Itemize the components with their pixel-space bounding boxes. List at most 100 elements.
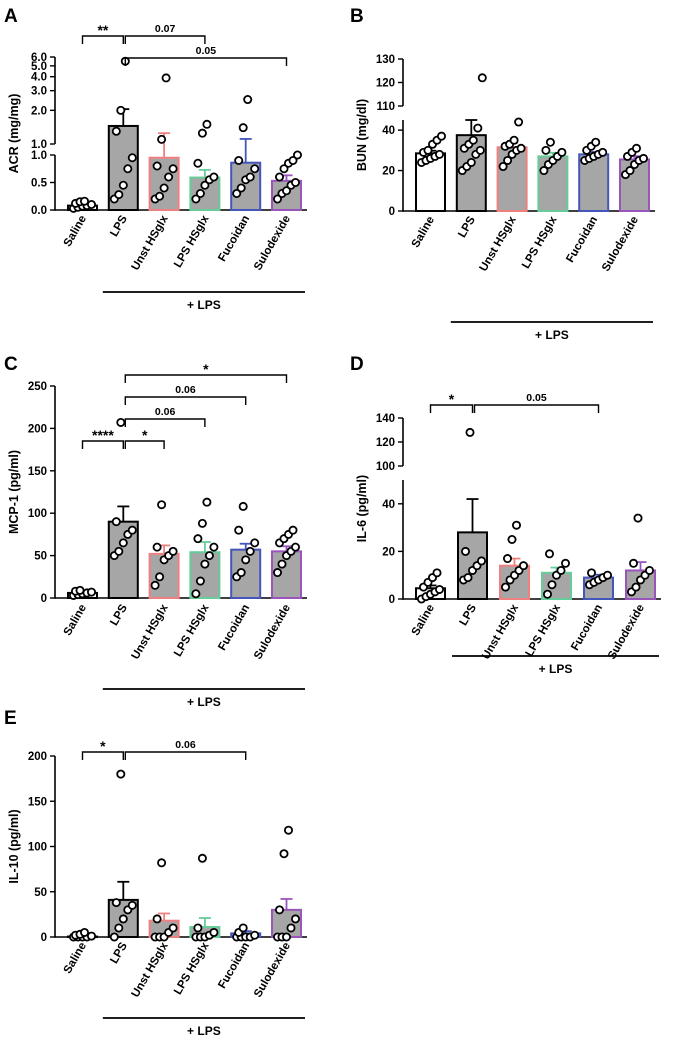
significance-bracket: ** — [81, 22, 124, 44]
category-label: Unst HSglx — [130, 602, 171, 662]
y-tick-label: 200 — [28, 751, 47, 763]
y-tick-label: 20 — [382, 546, 395, 558]
bracket-line — [429, 404, 474, 413]
data-point — [468, 135, 478, 145]
data-point — [460, 546, 470, 556]
category-label: Fucoidan — [564, 215, 600, 265]
category-label: Fucoidan — [216, 603, 252, 653]
data-point — [116, 417, 126, 427]
y-tick-label: 0 — [389, 206, 395, 218]
data-point — [241, 555, 251, 565]
category-label: Saline — [410, 215, 437, 250]
data-point — [87, 587, 97, 597]
data-point — [197, 518, 207, 528]
data-point — [152, 161, 162, 171]
y-tick-label: 110 — [376, 101, 395, 113]
group-label: + LPS — [539, 662, 573, 676]
data-point — [274, 905, 284, 915]
data-point — [281, 186, 291, 196]
data-point — [463, 573, 473, 583]
bar-2 — [457, 531, 488, 600]
bracket-label: 0.05 — [526, 392, 547, 404]
data-point — [633, 513, 643, 523]
data-point — [80, 196, 90, 206]
panel-letter: C — [4, 354, 18, 375]
data-point — [80, 927, 90, 937]
bracket-label: * — [142, 427, 148, 443]
y-axis-label: BUN (mg/dl) — [355, 99, 369, 171]
data-point — [191, 194, 201, 204]
category-label: Fucoidan — [216, 214, 252, 264]
data-point — [155, 572, 165, 582]
category-label: Unst HSglx — [130, 213, 171, 273]
category-label: LPS — [458, 602, 480, 628]
bracket-line — [124, 374, 288, 383]
bracket-line — [81, 35, 124, 44]
y-tick-label: 40 — [382, 499, 395, 511]
category-label: Fucoidan — [216, 941, 252, 991]
data-point — [288, 155, 298, 165]
y-tick-label: 0.5 — [31, 178, 48, 190]
y-tick-label: 0 — [389, 594, 395, 606]
data-point — [111, 517, 121, 527]
data-point — [639, 153, 649, 163]
data-point — [238, 923, 248, 933]
data-point — [512, 520, 522, 530]
data-point — [243, 95, 253, 105]
data-point — [476, 556, 486, 566]
data-point — [519, 561, 529, 571]
data-point — [281, 932, 291, 942]
y-tick-label: 5.0 — [31, 61, 47, 73]
y-tick-label: 40 — [382, 125, 395, 137]
data-point — [598, 147, 608, 157]
data-point — [193, 923, 203, 933]
y-tick-label: 100 — [28, 842, 47, 854]
bracket-label: 0.07 — [155, 23, 176, 35]
panel-D: D 0 20 40 100 120 140 IL-6 (pg/ml) Saline LPS Unst… — [350, 354, 661, 676]
data-point — [114, 923, 124, 933]
significance-bracket: * — [429, 391, 474, 413]
panel-letter: A — [4, 6, 18, 27]
y-tick-label: 6.0 — [31, 52, 47, 64]
data-point — [502, 554, 512, 564]
data-point — [118, 538, 128, 548]
bracket-line — [124, 396, 247, 405]
bracket-label: 0.05 — [196, 45, 217, 57]
data-point — [236, 183, 246, 193]
significance-bracket: * — [81, 738, 124, 760]
y-tick-label: 100 — [28, 508, 47, 520]
data-point — [75, 585, 85, 595]
bar-3 — [499, 564, 530, 600]
data-point — [168, 923, 178, 933]
data-point — [434, 584, 444, 594]
data-point — [477, 73, 487, 83]
y-tick-label: 0.0 — [31, 205, 47, 217]
category-label: Sulodexide — [252, 603, 293, 662]
category-label: LPS — [456, 214, 478, 240]
data-point — [109, 932, 119, 942]
bracket-line — [81, 440, 124, 449]
y-tick-label: 250 — [28, 381, 47, 393]
data-point — [561, 558, 571, 568]
significance-bracket: 0.06 — [124, 739, 247, 760]
data-point — [152, 914, 162, 924]
data-point — [509, 135, 519, 145]
data-point — [168, 164, 178, 174]
data-point — [629, 558, 639, 568]
data-point — [116, 105, 126, 115]
data-point — [503, 155, 513, 165]
y-tick-label: 0 — [41, 932, 47, 944]
data-point — [202, 497, 212, 507]
y-tick-label: 3.0 — [31, 86, 47, 98]
y-axis-label: IL-6 (pg/ml) — [355, 475, 369, 542]
data-point — [272, 568, 282, 578]
category-label: Sulodexide — [606, 603, 647, 662]
bracket-line — [124, 751, 247, 760]
y-tick-label: 2.0 — [31, 105, 47, 117]
data-point — [272, 194, 282, 204]
bracket-label: 0.06 — [175, 384, 196, 396]
data-point — [603, 570, 613, 580]
data-point — [277, 559, 287, 569]
data-point — [514, 117, 524, 127]
category-label: Saline — [62, 214, 89, 249]
